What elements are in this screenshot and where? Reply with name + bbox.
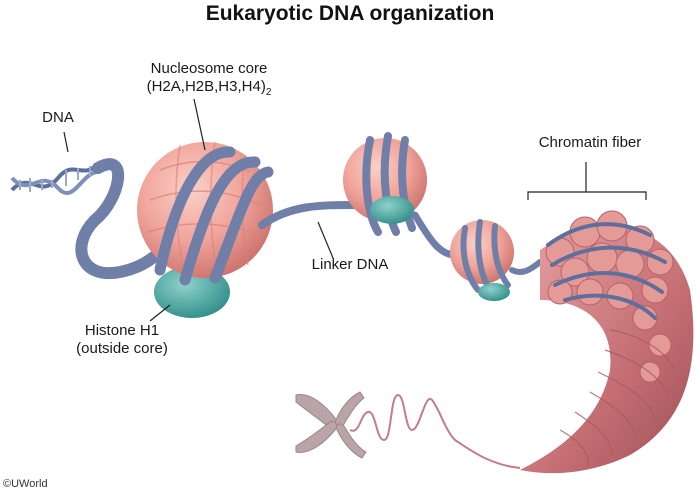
label-nucleosome-subscript: 2 (265, 87, 272, 98)
label-leaders (63, 98, 647, 322)
chromatin-fiber (520, 210, 694, 474)
label-linker-dna: Linker DNA (311, 256, 389, 273)
label-dna: DNA (42, 109, 74, 126)
label-nucleosome-core-line2: (H2A,H2B,H3,H4)2 (114, 78, 304, 102)
diagram-title: Eukaryotic DNA organization (205, 2, 495, 25)
chromosome (295, 391, 367, 459)
label-chromatin-fiber: Chromatin fiber (538, 134, 642, 151)
nucleosome-core (137, 141, 274, 286)
label-histone-h1-line1: Histone H1 (84, 322, 160, 339)
nucleosome-2 (343, 132, 427, 236)
dna-squiggle (349, 393, 521, 469)
dna-double-helix (10, 160, 102, 195)
label-nucleosome-core-line1: Nucleosome core (150, 60, 268, 77)
copyright-credit: ©UWorld (3, 478, 48, 490)
linker-dna-2 (411, 211, 459, 259)
label-nucleosome-histones: (H2A,H2B,H3,H4) (146, 78, 266, 95)
dna-strand (75, 158, 181, 280)
label-histone-h1: Histone H1 (outside core) (52, 322, 192, 358)
histone-h1-3 (478, 283, 510, 301)
label-nucleosome-core: Nucleosome core (H2A,H2B,H3,H4)2 (114, 60, 304, 102)
nucleosome-3 (450, 219, 514, 301)
label-histone-h1-line2: (outside core) (76, 340, 168, 357)
linker-dna (258, 201, 359, 229)
histone-h1-2 (370, 196, 414, 224)
